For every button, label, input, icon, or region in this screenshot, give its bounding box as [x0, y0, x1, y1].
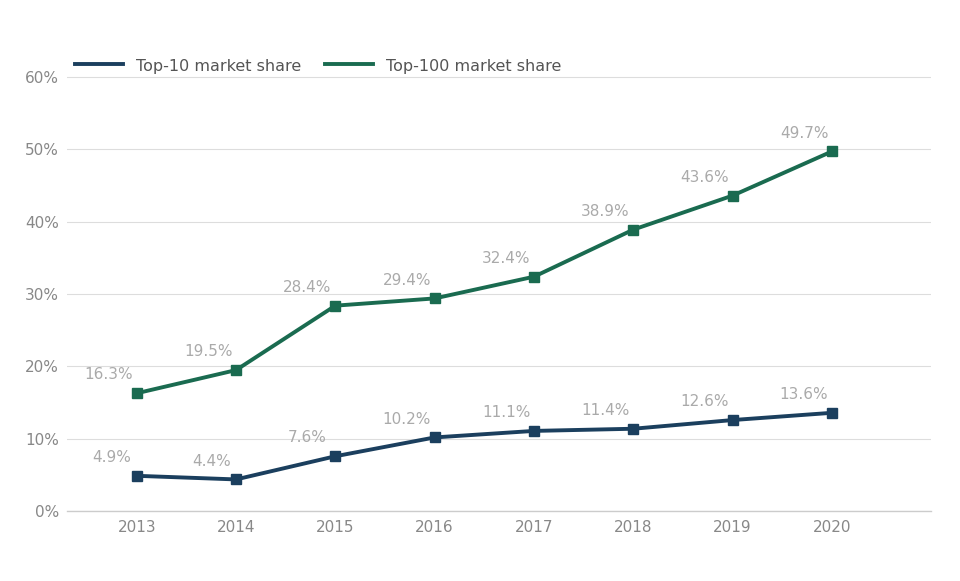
Text: 12.6%: 12.6%	[681, 394, 729, 409]
Text: 32.4%: 32.4%	[482, 251, 531, 266]
Text: 19.5%: 19.5%	[184, 344, 232, 359]
Text: 38.9%: 38.9%	[581, 204, 630, 219]
Text: 4.4%: 4.4%	[192, 454, 230, 468]
Text: 16.3%: 16.3%	[84, 367, 133, 382]
Text: 43.6%: 43.6%	[681, 170, 729, 185]
Text: 13.6%: 13.6%	[780, 387, 828, 402]
Text: 7.6%: 7.6%	[288, 431, 327, 446]
Text: 11.4%: 11.4%	[581, 403, 630, 418]
Text: 29.4%: 29.4%	[383, 272, 431, 288]
Text: 49.7%: 49.7%	[780, 125, 828, 141]
Legend: Top-10 market share, Top-100 market share: Top-10 market share, Top-100 market shar…	[75, 58, 562, 74]
Text: 28.4%: 28.4%	[283, 280, 332, 295]
Text: 4.9%: 4.9%	[92, 450, 132, 465]
Text: 11.1%: 11.1%	[482, 405, 530, 420]
Text: 10.2%: 10.2%	[383, 411, 431, 426]
